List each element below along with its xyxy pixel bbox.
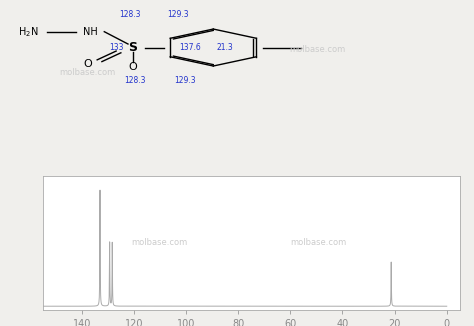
- Text: 129.3: 129.3: [174, 77, 196, 85]
- Text: 128.3: 128.3: [124, 77, 146, 85]
- Text: S: S: [128, 41, 137, 54]
- Text: 137.6: 137.6: [179, 43, 201, 52]
- Text: molbase.com: molbase.com: [60, 68, 116, 77]
- Text: molbase.com: molbase.com: [290, 238, 346, 247]
- Text: H$_2$N: H$_2$N: [18, 25, 39, 38]
- Text: O: O: [83, 59, 92, 69]
- Text: molbase.com: molbase.com: [131, 238, 188, 247]
- Text: NH: NH: [82, 27, 98, 37]
- Text: 128.3: 128.3: [119, 10, 141, 20]
- Text: O: O: [128, 62, 137, 72]
- Text: 21.3: 21.3: [217, 43, 234, 52]
- Text: molbase.com: molbase.com: [290, 45, 346, 54]
- Text: 133: 133: [109, 43, 123, 52]
- Text: 129.3: 129.3: [167, 10, 189, 20]
